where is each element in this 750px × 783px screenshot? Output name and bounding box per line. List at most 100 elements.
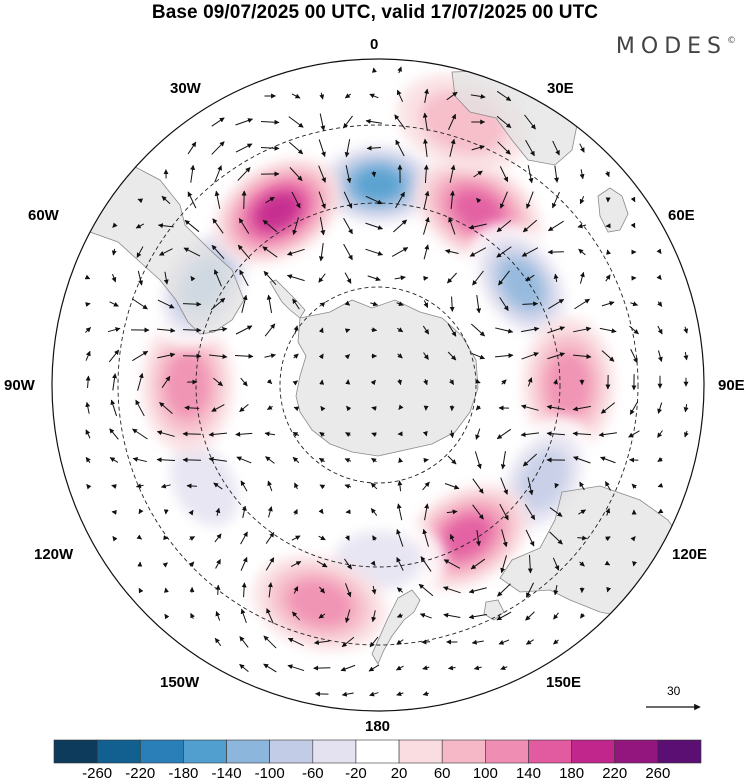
wind-arrow [579,143,585,153]
wind-arrow [112,373,118,391]
wind-arrow [319,586,325,594]
wind-arrow [111,509,117,515]
lon-label-0: 0 [370,36,379,53]
wind-arrow [319,113,326,131]
wind-arrow [500,477,508,495]
wind-arrow [394,114,406,130]
colorbar-swatch [312,739,357,764]
wind-arrow [447,351,457,361]
lon-label-120e: 120E [672,546,708,563]
wind-arrow [266,405,273,410]
wind-arrow [601,301,615,307]
wind-vectors [84,66,689,697]
colorbar-tick-label: 220 [602,765,628,782]
wind-arrow [371,610,377,623]
anomaly-blob [252,555,387,651]
wind-arrow [85,429,91,439]
wind-arrow [606,586,612,593]
wind-arrow [628,430,640,438]
lon-label-90e: 90E [718,377,745,394]
wind-arrow [447,323,457,337]
wind-arrow [182,301,202,307]
wind-arrow [344,93,352,99]
wind-arrow [396,503,403,521]
wind-arrow [111,273,117,283]
wind-arrow [292,217,300,236]
wind-arrow [577,223,587,229]
wind-arrow [574,298,590,310]
wind-arrow [189,561,195,567]
wind-arrow [573,456,591,464]
wind-arrow [496,428,512,440]
wind-arrow [157,299,175,309]
wind-arrow [263,663,277,673]
wind-arrow [211,117,225,127]
colorbar [53,739,702,764]
reference-vector-label: 30 [667,684,681,698]
wind-arrow [501,379,507,385]
wind-arrow [520,404,539,411]
wind-arrow [442,586,461,594]
page-title: Base 09/07/2025 00 UTC, valid 17/07/2025… [151,2,599,23]
colorbar-swatch [528,739,572,764]
wind-arrow [423,300,429,308]
wind-arrow [525,529,535,547]
wind-arrow [241,505,247,518]
wind-arrow [214,533,222,543]
wind-arrow [235,325,253,335]
wind-arrow [396,613,403,618]
wind-arrow [135,483,144,489]
wind-arrow [443,559,461,569]
wind-arrow [344,609,351,623]
wind-arrow [632,561,637,567]
wind-arrow [369,636,379,648]
wind-arrow [262,246,278,258]
wind-arrow [525,139,535,157]
anomaly-contour [170,444,239,527]
wind-arrow [267,582,273,598]
wind-arrow [500,665,508,670]
wind-arrow [657,430,663,438]
colorbar-swatch [269,739,314,764]
wind-arrow [265,196,275,204]
wind-arrow [527,165,534,184]
wind-arrow [107,327,121,333]
wind-arrow [85,350,91,361]
wind-arrow [367,275,381,282]
wind-arrow [546,431,566,437]
antarctica [295,299,479,457]
colorbar-tick-label: -140 [211,765,242,782]
wind-arrow [85,375,91,389]
wind-arrow [211,404,225,412]
wind-arrow [345,432,351,438]
wind-arrow [423,164,429,184]
colorbar-tick-label: -220 [125,765,156,782]
wind-arrow [267,506,273,518]
madagascar [597,187,629,233]
wind-arrow [318,508,324,515]
wind-arrow [163,509,169,515]
wind-arrow [683,404,689,413]
wind-arrow [266,294,273,313]
wind-arrow [398,457,404,463]
wind-arrow [316,560,328,568]
wind-arrow [471,639,484,645]
wind-arrow [471,145,485,151]
wind-arrow [85,302,91,307]
wind-arrow [132,428,148,440]
lon-label-30w: 30W [170,80,201,97]
wind-arrow [293,353,299,359]
wind-arrow [605,171,610,178]
wind-arrow [213,377,223,387]
colorbar-swatch [139,739,184,764]
wind-arrow [291,93,301,99]
wind-arrow [161,195,171,205]
wind-arrow [293,325,299,335]
wind-arrow [496,246,512,258]
wind-arrow [266,378,273,385]
wind-arrow [163,587,169,593]
wind-arrow [365,222,383,230]
wind-arrow [573,326,592,333]
wind-arrow [370,508,378,516]
wind-arrow [499,503,509,521]
